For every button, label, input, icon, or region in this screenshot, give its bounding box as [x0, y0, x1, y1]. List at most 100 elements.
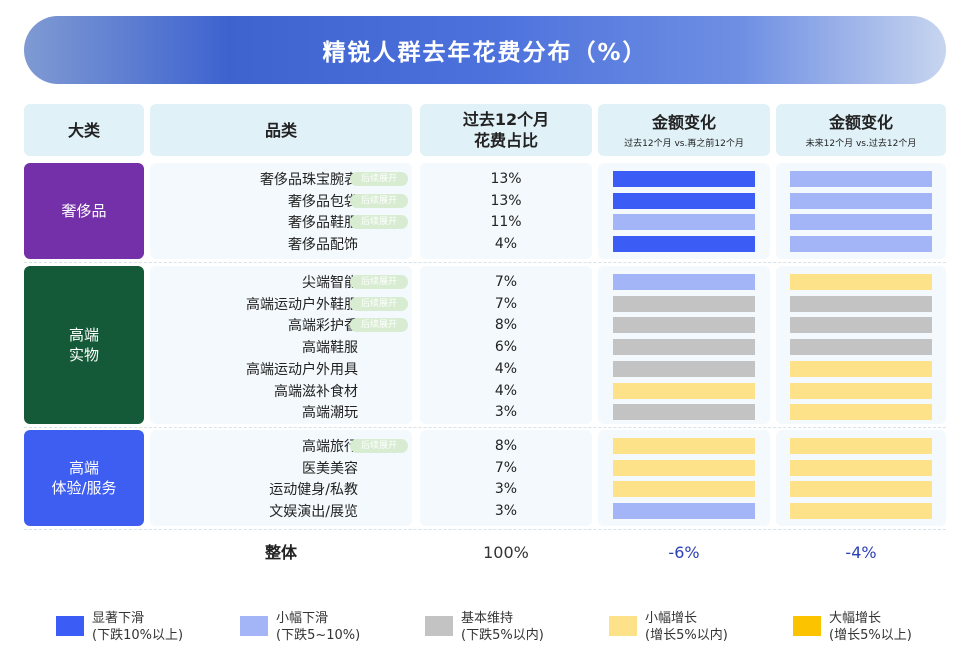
category-premium-goods: 高端 实物	[24, 266, 144, 424]
follow-up-tag: 后续展开	[350, 297, 408, 311]
share-value: 3%	[494, 503, 518, 519]
change-future-bar	[790, 361, 932, 377]
change-past-bar	[613, 383, 755, 399]
header-item-label: 品类	[264, 120, 297, 140]
legend-label: 基本维持 (下跌5%以内)	[461, 611, 544, 643]
header-category: 大类	[24, 104, 144, 156]
change-future-bar	[790, 236, 932, 252]
item-name: 高端彩护香	[288, 318, 358, 334]
panel-items-g2	[150, 266, 412, 424]
table-row: 尖端智能 后续展开	[150, 272, 408, 292]
change-past-bar	[613, 296, 755, 312]
table-row: 奢侈品包袋 后续展开	[150, 191, 408, 211]
change-past-bar	[613, 438, 755, 454]
table-row: 文娱演出/展览	[150, 501, 358, 521]
change-future-bar	[790, 460, 932, 476]
share-value: 4%	[494, 236, 518, 252]
legend-swatch	[240, 616, 268, 636]
change-past-bar	[613, 317, 755, 333]
share-value: 8%	[494, 438, 518, 454]
change-past-bar	[613, 339, 755, 355]
item-name: 高端潮玩	[302, 405, 358, 421]
legend-swatch	[793, 616, 821, 636]
share-value: 7%	[494, 296, 518, 312]
category-premium-experience: 高端 体验/服务	[24, 430, 144, 526]
category-premium-experience-label: 高端 体验/服务	[51, 459, 117, 497]
follow-up-tag: 后续展开	[350, 172, 408, 186]
change-future-bar	[790, 296, 932, 312]
table-row: 高端彩护香 后续展开	[150, 315, 408, 335]
panel-share-g1	[420, 163, 592, 259]
follow-up-tag: 后续展开	[350, 439, 408, 453]
item-name: 运动健身/私教	[269, 482, 358, 498]
item-name: 高端运动户外用具	[246, 362, 358, 378]
title-banner: 精锐人群去年花费分布（%）	[24, 16, 946, 84]
total-change-past: -6%	[668, 543, 700, 562]
panel-share-g2	[420, 266, 592, 424]
share-value: 4%	[494, 361, 518, 377]
share-value: 6%	[494, 339, 518, 355]
follow-up-tag: 后续展开	[350, 318, 408, 332]
table-row: 高端潮玩	[150, 402, 358, 422]
item-name: 文娱演出/展览	[269, 504, 358, 520]
panel-share-g3	[420, 430, 592, 526]
item-name: 高端旅行	[302, 439, 358, 455]
group-separator	[24, 529, 946, 530]
change-past-bar	[613, 171, 755, 187]
share-value: 13%	[490, 171, 522, 187]
category-luxury: 奢侈品	[24, 163, 144, 259]
table-row: 奢侈品鞋服 后续展开	[150, 212, 408, 232]
header-change-future-sub: 未来12个月 vs.过去12个月	[805, 138, 917, 149]
chart-title: 精锐人群去年花费分布（%）	[322, 40, 648, 66]
table-row: 医美美容	[150, 458, 358, 478]
follow-up-tag: 后续展开	[350, 194, 408, 208]
change-past-bar	[613, 503, 755, 519]
item-name: 高端鞋服	[302, 340, 358, 356]
share-value: 8%	[494, 317, 518, 333]
table-row: 高端运动户外鞋服 后续展开	[150, 294, 408, 314]
change-future-bar	[790, 438, 932, 454]
item-name: 医美美容	[302, 461, 358, 477]
share-value: 7%	[494, 460, 518, 476]
follow-up-tag: 后续展开	[350, 275, 408, 289]
change-future-bar	[790, 503, 932, 519]
total-change-future: -4%	[845, 543, 877, 562]
header-share-line1: 过去12个月	[462, 110, 550, 129]
change-future-bar	[790, 404, 932, 420]
item-name: 奢侈品包袋	[288, 194, 358, 210]
change-past-bar	[613, 460, 755, 476]
table-row: 高端运动户外用具	[150, 359, 358, 379]
change-past-bar	[613, 214, 755, 230]
table-row: 高端滋补食材	[150, 381, 358, 401]
header-change-future-label: 金额变化	[828, 112, 893, 132]
item-name: 高端运动户外鞋服	[246, 297, 358, 313]
table-row: 奢侈品配饰	[150, 234, 358, 254]
change-future-bar	[790, 214, 932, 230]
change-future-bar	[790, 383, 932, 399]
change-past-bar	[613, 481, 755, 497]
share-value: 3%	[494, 404, 518, 420]
change-future-bar	[790, 339, 932, 355]
category-premium-goods-label: 高端 实物	[68, 326, 99, 364]
item-name: 尖端智能	[302, 275, 358, 291]
share-value: 11%	[490, 214, 522, 230]
header-change-future: 金额变化 未来12个月 vs.过去12个月	[776, 104, 946, 156]
share-value: 13%	[490, 193, 522, 209]
item-name: 高端滋补食材	[274, 384, 358, 400]
item-name: 奢侈品配饰	[288, 237, 358, 253]
change-future-bar	[790, 481, 932, 497]
header-share-line2: 花费占比	[473, 131, 538, 150]
legend-label: 小幅增长 (增长5%以内)	[645, 611, 728, 643]
group-separator	[24, 427, 946, 428]
category-luxury-label: 奢侈品	[61, 202, 107, 220]
table-row: 高端旅行 后续展开	[150, 436, 408, 456]
change-past-bar	[613, 236, 755, 252]
legend-label: 大幅增长 (增长5%以上)	[829, 611, 912, 643]
group-separator	[24, 262, 946, 263]
change-past-bar	[613, 361, 755, 377]
header-share: 过去12个月 花费占比	[420, 104, 592, 156]
table-row: 奢侈品珠宝腕表 后续展开	[150, 169, 408, 189]
share-value: 7%	[494, 274, 518, 290]
item-name: 奢侈品鞋服	[288, 215, 358, 231]
item-name: 奢侈品珠宝腕表	[260, 172, 358, 188]
